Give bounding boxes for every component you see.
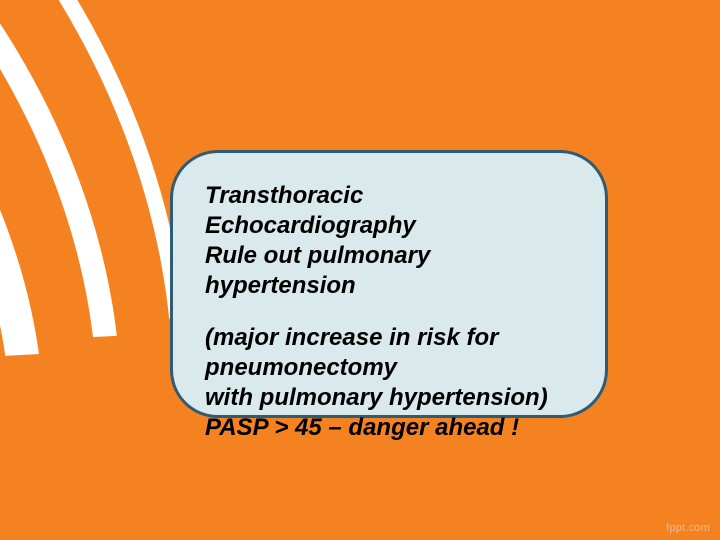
slide: Transthoracic Echocardiography Rule out … — [0, 0, 720, 540]
paragraph-spacer — [205, 301, 573, 323]
content-callout: Transthoracic Echocardiography Rule out … — [170, 150, 608, 418]
callout-line: PASP > 45 – danger ahead ! — [205, 413, 573, 443]
callout-line: (major increase in risk for — [205, 323, 573, 353]
callout-line: Rule out pulmonary hypertension — [205, 241, 573, 301]
callout-line: pneumonectomy — [205, 353, 573, 383]
callout-line: with pulmonary hypertension) — [205, 383, 573, 413]
watermark-text: fppt.com — [666, 522, 710, 534]
callout-line: Transthoracic Echocardiography — [205, 181, 573, 241]
